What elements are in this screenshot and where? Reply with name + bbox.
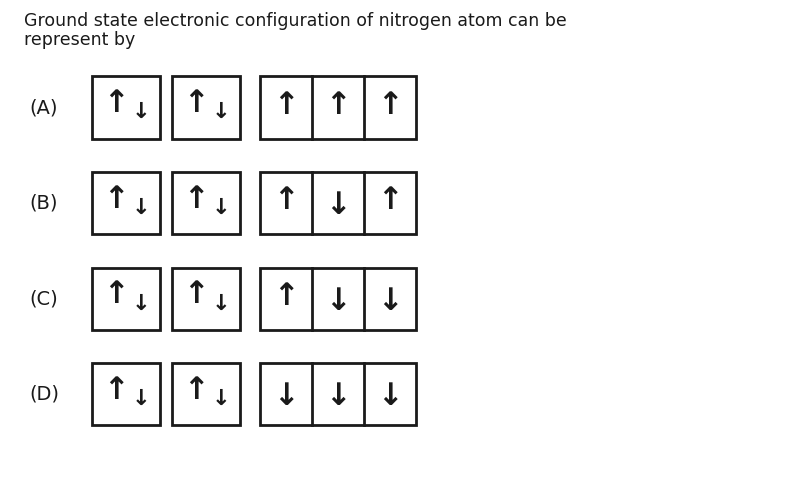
Text: ↑: ↑ xyxy=(274,186,298,215)
Text: ↑: ↑ xyxy=(378,91,402,120)
Bar xyxy=(260,172,416,234)
Text: ↓: ↓ xyxy=(212,293,230,314)
Text: ↓: ↓ xyxy=(326,382,350,411)
Text: ↓: ↓ xyxy=(274,382,298,411)
Text: ↑: ↑ xyxy=(183,376,209,405)
Text: (B): (B) xyxy=(30,194,58,213)
Text: ↑: ↑ xyxy=(183,281,209,309)
Bar xyxy=(92,363,160,425)
Text: Ground state electronic configuration of nitrogen atom can be: Ground state electronic configuration of… xyxy=(24,12,566,30)
Text: ↑: ↑ xyxy=(274,91,298,120)
Bar xyxy=(260,76,416,139)
Text: represent by: represent by xyxy=(24,31,135,49)
Text: ↓: ↓ xyxy=(326,191,350,220)
Text: ↑: ↑ xyxy=(326,91,350,120)
Text: ↑: ↑ xyxy=(378,186,402,215)
Text: ↓: ↓ xyxy=(132,102,150,122)
Text: ↓: ↓ xyxy=(132,293,150,314)
Bar xyxy=(92,76,160,139)
Text: ↓: ↓ xyxy=(212,198,230,218)
Text: ↓: ↓ xyxy=(378,382,402,411)
Text: ↓: ↓ xyxy=(212,389,230,409)
Text: (A): (A) xyxy=(30,98,58,117)
Text: ↑: ↑ xyxy=(183,185,209,214)
Text: ↓: ↓ xyxy=(212,102,230,122)
Bar xyxy=(92,268,160,330)
Text: ↑: ↑ xyxy=(103,281,129,309)
Text: ↑: ↑ xyxy=(274,282,298,311)
Text: (D): (D) xyxy=(29,385,59,404)
Text: ↓: ↓ xyxy=(378,287,402,315)
Bar xyxy=(172,268,240,330)
Bar xyxy=(172,363,240,425)
Text: ↑: ↑ xyxy=(183,89,209,118)
Bar xyxy=(172,76,240,139)
Bar xyxy=(92,172,160,234)
Text: ↓: ↓ xyxy=(132,389,150,409)
Bar xyxy=(260,363,416,425)
Text: ↑: ↑ xyxy=(103,376,129,405)
Text: ↑: ↑ xyxy=(103,89,129,118)
Bar xyxy=(260,268,416,330)
Text: ↓: ↓ xyxy=(326,287,350,315)
Text: ↓: ↓ xyxy=(132,198,150,218)
Text: (C): (C) xyxy=(30,289,58,308)
Bar xyxy=(172,172,240,234)
Text: ↑: ↑ xyxy=(103,185,129,214)
